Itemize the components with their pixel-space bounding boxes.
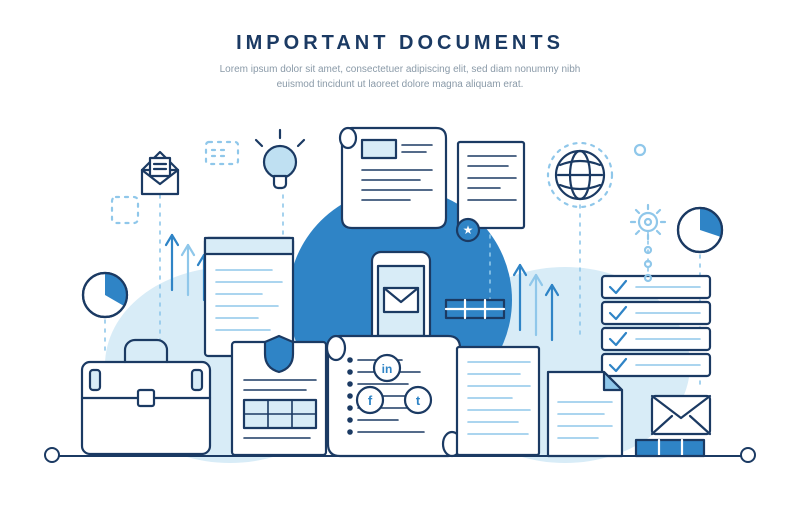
dot-column-icon xyxy=(645,247,651,281)
svg-text:★: ★ xyxy=(463,223,474,237)
envelope-icon xyxy=(652,396,710,434)
globe-icon xyxy=(548,143,612,207)
pie-chart-left-icon xyxy=(83,273,127,317)
lightbulb-icon xyxy=(256,130,304,188)
social-t-label: t xyxy=(416,393,421,408)
scroll-top-icon xyxy=(340,128,446,228)
phone-envelope-icon xyxy=(384,288,418,312)
tiny-ring-icon xyxy=(635,145,645,155)
settings-square-icon xyxy=(112,197,138,223)
arrows-up-left-icon xyxy=(166,235,210,300)
illustration-canvas: ★ xyxy=(0,0,800,517)
gear-icon xyxy=(631,205,665,239)
envelope-open-icon xyxy=(142,152,178,194)
document-folded-icon xyxy=(548,372,622,456)
baseline-dot-left xyxy=(44,447,60,463)
social-f-label: f xyxy=(368,393,373,408)
document-lines-icon xyxy=(457,347,539,455)
social-in-label: in xyxy=(382,362,393,376)
baseline-dot-right xyxy=(740,447,756,463)
baseline-rule xyxy=(50,455,750,457)
document-star-icon: ★ xyxy=(457,142,524,241)
scroll-main-icon xyxy=(327,336,461,456)
speech-bubble-icon xyxy=(206,142,238,164)
pie-chart-right-icon xyxy=(678,208,722,252)
table-chip-bottom-icon xyxy=(636,440,704,456)
infographic-stage: { "type": "infographic", "canvas": { "wi… xyxy=(0,0,800,517)
document-shield-icon xyxy=(232,336,326,455)
table-chip-icon xyxy=(446,300,504,318)
